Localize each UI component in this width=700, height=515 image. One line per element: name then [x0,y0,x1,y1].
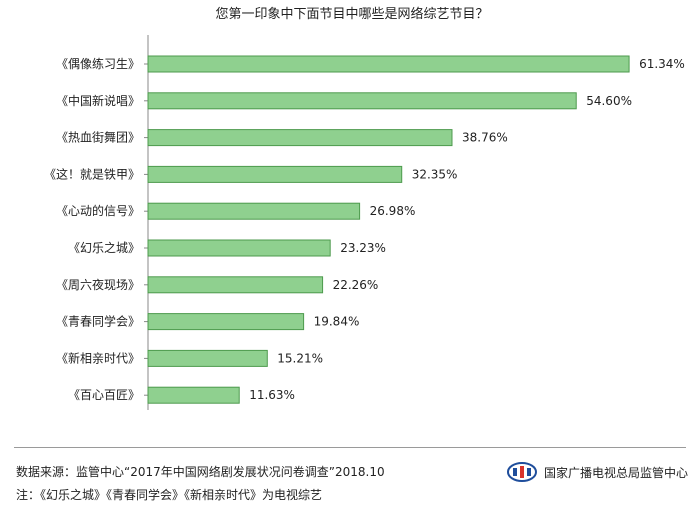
category-label: 《热血街舞团》 [56,131,140,145]
note-text: 注：《幻乐之城》《青春同学会》《新相亲时代》为电视综艺 [16,488,323,502]
value-label: 26.98% [370,204,416,218]
source-text: 数据来源：监管中心“2017年中国网络剧发展状况问卷调查”2018.10 [16,465,385,479]
category-label: 《新相亲时代》 [56,350,140,365]
chart-title: 您第一印象中下面节目中哪些是网络综艺节目？ [215,6,488,22]
bar [147,202,361,220]
bar [147,129,453,147]
value-label: 23.23% [340,241,386,255]
bar [147,239,331,257]
bar [147,92,577,110]
footer-divider [14,447,686,448]
value-label: 11.63% [249,388,295,402]
value-label: 15.21% [277,351,323,365]
value-label: 54.60% [586,94,632,108]
org-block: 国家广播电视总局监管中心 [506,461,688,483]
bar [147,349,268,367]
category-label: 《青春同学会》 [56,314,140,329]
value-label: 22.26% [333,278,379,292]
value-label: 32.35% [412,167,458,181]
bars-group: 《偶像练习生》 61.34% 《中国新说唱》 54.60% 《热血街舞团》 38.76% 《… [44,55,685,404]
bar [147,165,403,183]
value-label: 61.34% [639,57,685,71]
bar [147,313,305,331]
category-label: 《偶像练习生》 [56,56,140,71]
value-label: 38.76% [462,131,508,145]
category-label: 《这！就是铁甲》 [44,166,140,181]
category-label: 《中国新说唱》 [56,93,140,108]
bar [147,386,240,404]
bar [147,276,324,294]
category-label: 《周六夜现场》 [56,277,140,292]
bar-chart: 您第一印象中下面节目中哪些是网络综艺节目？ 《偶像练习生》 61.34% 《中国新说… [44,6,685,410]
category-label: 《心动的信号》 [56,203,140,218]
value-label: 19.84% [314,315,360,329]
category-label: 《百心百匠》 [68,388,140,402]
bar [147,55,630,73]
org-name: 国家广播电视总局监管中心 [544,465,689,480]
org-logo-icon [507,462,537,482]
category-label: 《幻乐之城》 [68,241,140,255]
